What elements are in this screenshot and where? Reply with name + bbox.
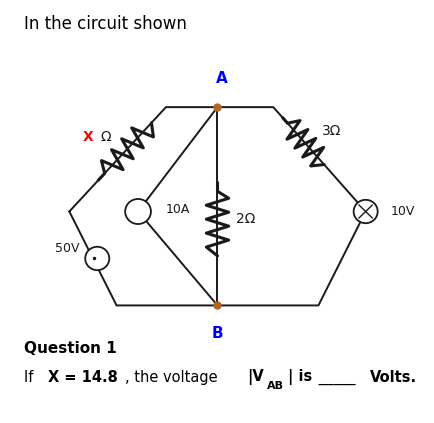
Text: 50V: 50V: [55, 242, 79, 255]
Text: AB: AB: [266, 381, 283, 391]
Text: A: A: [215, 71, 227, 86]
Text: 2Ω: 2Ω: [235, 212, 254, 226]
Text: X: X: [83, 130, 94, 144]
Text: _____: _____: [313, 370, 359, 385]
Text: X = 14.8: X = 14.8: [48, 370, 118, 385]
Text: Volts.: Volts.: [369, 370, 416, 385]
Text: 3Ω: 3Ω: [321, 124, 340, 137]
Text: , the voltage: , the voltage: [125, 370, 222, 385]
Text: B: B: [211, 326, 223, 341]
Text: Question 1: Question 1: [24, 341, 117, 355]
Text: Ω: Ω: [100, 130, 111, 144]
Circle shape: [85, 247, 109, 270]
Text: 10V: 10V: [390, 205, 414, 218]
Circle shape: [353, 200, 377, 223]
Text: |V: |V: [247, 369, 264, 385]
Text: If: If: [24, 370, 38, 385]
Circle shape: [125, 199, 151, 224]
Text: In the circuit shown: In the circuit shown: [24, 15, 187, 33]
Text: 10A: 10A: [166, 203, 190, 216]
Text: | is: | is: [288, 369, 312, 385]
